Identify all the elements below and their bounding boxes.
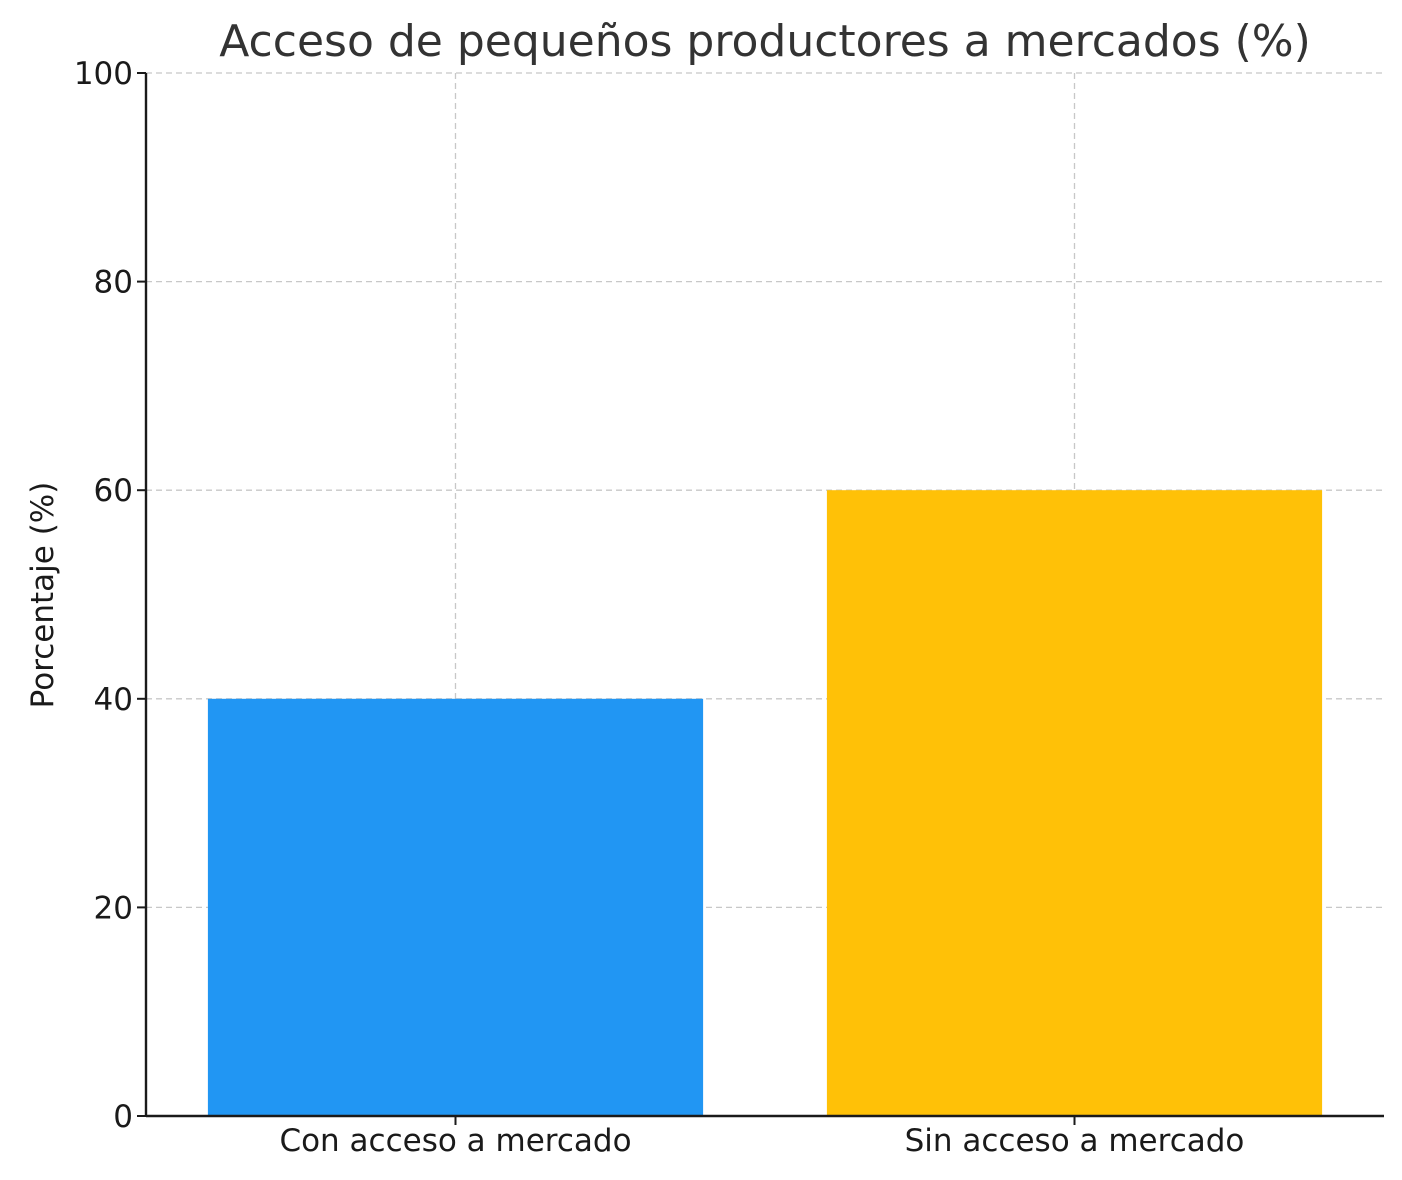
y-tick-label: 100: [74, 56, 133, 92]
y-tick-label: 80: [94, 265, 133, 301]
axes-layer: [144, 73, 1384, 1118]
x-tick-label: Sin acceso a mercado: [905, 1123, 1245, 1159]
bars-layer: [207, 490, 1323, 1116]
bar-1: [207, 698, 704, 1116]
y-axis-label: Porcentaje (%): [25, 482, 61, 709]
y-tick-label: 60: [94, 473, 133, 509]
bar-2: [826, 490, 1323, 1116]
y-tick-label: 40: [94, 682, 133, 718]
chart-title: Acceso de pequeños productores a mercado…: [219, 16, 1311, 67]
x-tick-label: Con acceso a mercado: [279, 1123, 631, 1159]
ticks-layer: 0 20 40 60 80 100 Con acceso a mercado Sin acce…: [74, 56, 1245, 1159]
y-tick-label: 0: [113, 1099, 133, 1135]
y-tick-label: 20: [94, 890, 133, 926]
